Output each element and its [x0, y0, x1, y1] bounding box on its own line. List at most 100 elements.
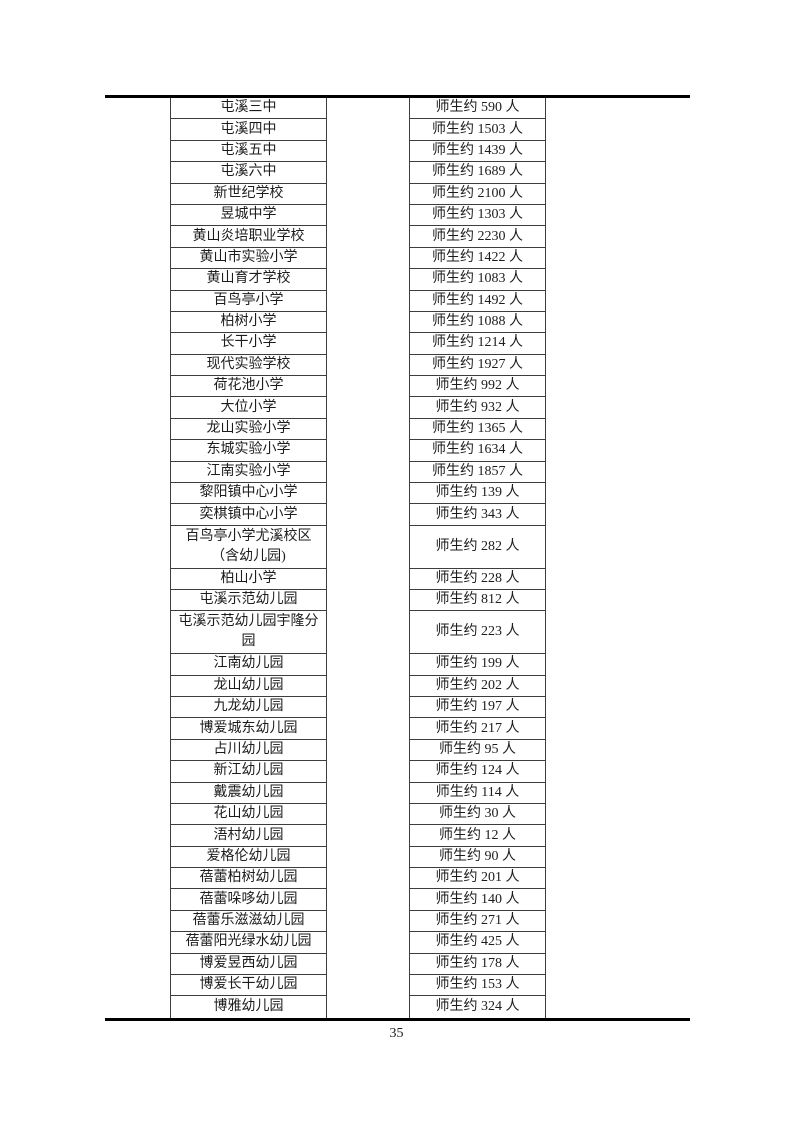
- right-spacer-cell: [546, 376, 690, 397]
- school-name-cell: 黄山市实验小学: [170, 247, 327, 270]
- student-count-cell: 师生约 932 人: [409, 397, 546, 419]
- school-name-cell: 东城实验小学: [170, 440, 327, 462]
- table-row: 现代实验学校 师生约 1927 人: [105, 354, 690, 377]
- table-row: 荷花池小学 师生约 992 人: [105, 376, 690, 398]
- left-spacer-cell: [105, 932, 170, 953]
- student-count-cell: 师生约 1088 人: [409, 311, 546, 334]
- left-spacer-cell: [105, 783, 170, 804]
- table-row: 屯溪六中 师生约 1689 人: [105, 162, 690, 184]
- right-spacer-cell: [546, 740, 690, 761]
- middle-spacer-cell: [327, 954, 409, 975]
- left-spacer-cell: [105, 868, 170, 889]
- table-row: 博雅幼儿园 师生约 324 人: [105, 996, 690, 1018]
- table-row: 屯溪三中 师生约 590 人: [105, 98, 690, 120]
- middle-spacer-cell: [327, 740, 409, 761]
- table-row: 爱格伦幼儿园 师生约 90 人: [105, 846, 690, 869]
- student-count-cell: 师生约 1083 人: [409, 269, 546, 291]
- student-count-cell: 师生约 1214 人: [409, 333, 546, 355]
- table-row: 柏山小学 师生约 228 人: [105, 568, 690, 590]
- student-count-cell: 师生约 992 人: [409, 376, 546, 398]
- school-name-cell: 屯溪六中: [170, 162, 327, 184]
- school-name-cell: 屯溪五中: [170, 140, 327, 163]
- table-row: 博爱昱西幼儿园 师生约 178 人: [105, 953, 690, 976]
- right-spacer-cell: [546, 825, 690, 846]
- left-spacer-cell: [105, 996, 170, 1017]
- school-name-cell: 黄山炎培职业学校: [170, 226, 327, 248]
- school-name-cell: 新江幼儿园: [170, 761, 327, 783]
- middle-spacer-cell: [327, 932, 409, 953]
- student-count-cell: 师生约 140 人: [409, 889, 546, 911]
- right-spacer-cell: [546, 248, 690, 269]
- student-count-cell: 师生约 1365 人: [409, 418, 546, 441]
- right-spacer-cell: [546, 526, 690, 569]
- student-count-cell: 师生约 12 人: [409, 825, 546, 847]
- table-row: 长干小学 师生约 1214 人: [105, 333, 690, 355]
- student-count-cell: 师生约 590 人: [409, 98, 546, 120]
- left-spacer-cell: [105, 98, 170, 119]
- left-spacer-cell: [105, 483, 170, 504]
- middle-spacer-cell: [327, 825, 409, 846]
- right-spacer-cell: [546, 954, 690, 975]
- school-name-cell: 长干小学: [170, 333, 327, 355]
- right-spacer-cell: [546, 718, 690, 739]
- school-table: 屯溪三中 师生约 590 人 屯溪四中 师生约 1503 人 屯溪五中 师生约 …: [105, 95, 690, 1021]
- left-spacer-cell: [105, 804, 170, 825]
- table-row: 黎阳镇中心小学 师生约 139 人: [105, 483, 690, 505]
- school-name-cell: 龙山幼儿园: [170, 675, 327, 697]
- right-spacer-cell: [546, 975, 690, 996]
- school-name-cell: 屯溪示范幼儿园: [170, 590, 327, 612]
- left-spacer-cell: [105, 697, 170, 718]
- middle-spacer-cell: [327, 397, 409, 418]
- right-spacer-cell: [546, 269, 690, 290]
- middle-spacer-cell: [327, 269, 409, 290]
- table-row: 黄山市实验小学 师生约 1422 人: [105, 247, 690, 270]
- middle-spacer-cell: [327, 783, 409, 804]
- middle-spacer-cell: [327, 184, 409, 205]
- right-spacer-cell: [546, 569, 690, 590]
- table-row: 龙山实验小学 师生约 1365 人: [105, 418, 690, 441]
- student-count-cell: 师生约 1492 人: [409, 290, 546, 312]
- right-spacer-cell: [546, 504, 690, 525]
- left-spacer-cell: [105, 248, 170, 269]
- school-name-cell: 黄山育才学校: [170, 269, 327, 291]
- student-count-cell: 师生约 228 人: [409, 568, 546, 590]
- middle-spacer-cell: [327, 333, 409, 354]
- table-row: 屯溪五中 师生约 1439 人: [105, 140, 690, 163]
- right-spacer-cell: [546, 804, 690, 825]
- middle-spacer-cell: [327, 226, 409, 247]
- middle-spacer-cell: [327, 141, 409, 162]
- left-spacer-cell: [105, 269, 170, 290]
- middle-spacer-cell: [327, 312, 409, 333]
- table-row: 蓓蕾哚哆幼儿园 师生约 140 人: [105, 889, 690, 911]
- left-spacer-cell: [105, 162, 170, 183]
- right-spacer-cell: [546, 996, 690, 1017]
- school-name-cell: 蓓蕾阳光绿水幼儿园: [170, 932, 327, 954]
- left-spacer-cell: [105, 825, 170, 846]
- left-spacer-cell: [105, 740, 170, 761]
- student-count-cell: 师生约 202 人: [409, 675, 546, 697]
- right-spacer-cell: [546, 462, 690, 483]
- student-count-cell: 师生约 1422 人: [409, 247, 546, 270]
- table-row: 博爱城东幼儿园 师生约 217 人: [105, 718, 690, 740]
- school-name-cell: 荷花池小学: [170, 376, 327, 398]
- table-row: 江南幼儿园 师生约 199 人: [105, 654, 690, 676]
- left-spacer-cell: [105, 397, 170, 418]
- student-count-cell: 师生约 223 人: [409, 611, 546, 655]
- school-name-cell: 奕棋镇中心小学: [170, 504, 327, 526]
- left-spacer-cell: [105, 226, 170, 247]
- school-name-cell: 博爱长干幼儿园: [170, 975, 327, 997]
- student-count-cell: 师生约 178 人: [409, 953, 546, 976]
- middle-spacer-cell: [327, 376, 409, 397]
- middle-spacer-cell: [327, 996, 409, 1017]
- right-spacer-cell: [546, 483, 690, 504]
- right-spacer-cell: [546, 611, 690, 654]
- middle-spacer-cell: [327, 569, 409, 590]
- left-spacer-cell: [105, 526, 170, 569]
- table-row: 戴震幼儿园 师生约 114 人: [105, 782, 690, 804]
- student-count-cell: 师生约 1503 人: [409, 119, 546, 141]
- student-count-cell: 师生约 1857 人: [409, 461, 546, 484]
- table-row: 黄山育才学校 师生约 1083 人: [105, 269, 690, 291]
- school-name-cell: 屯溪四中: [170, 119, 327, 141]
- left-spacer-cell: [105, 676, 170, 697]
- right-spacer-cell: [546, 590, 690, 611]
